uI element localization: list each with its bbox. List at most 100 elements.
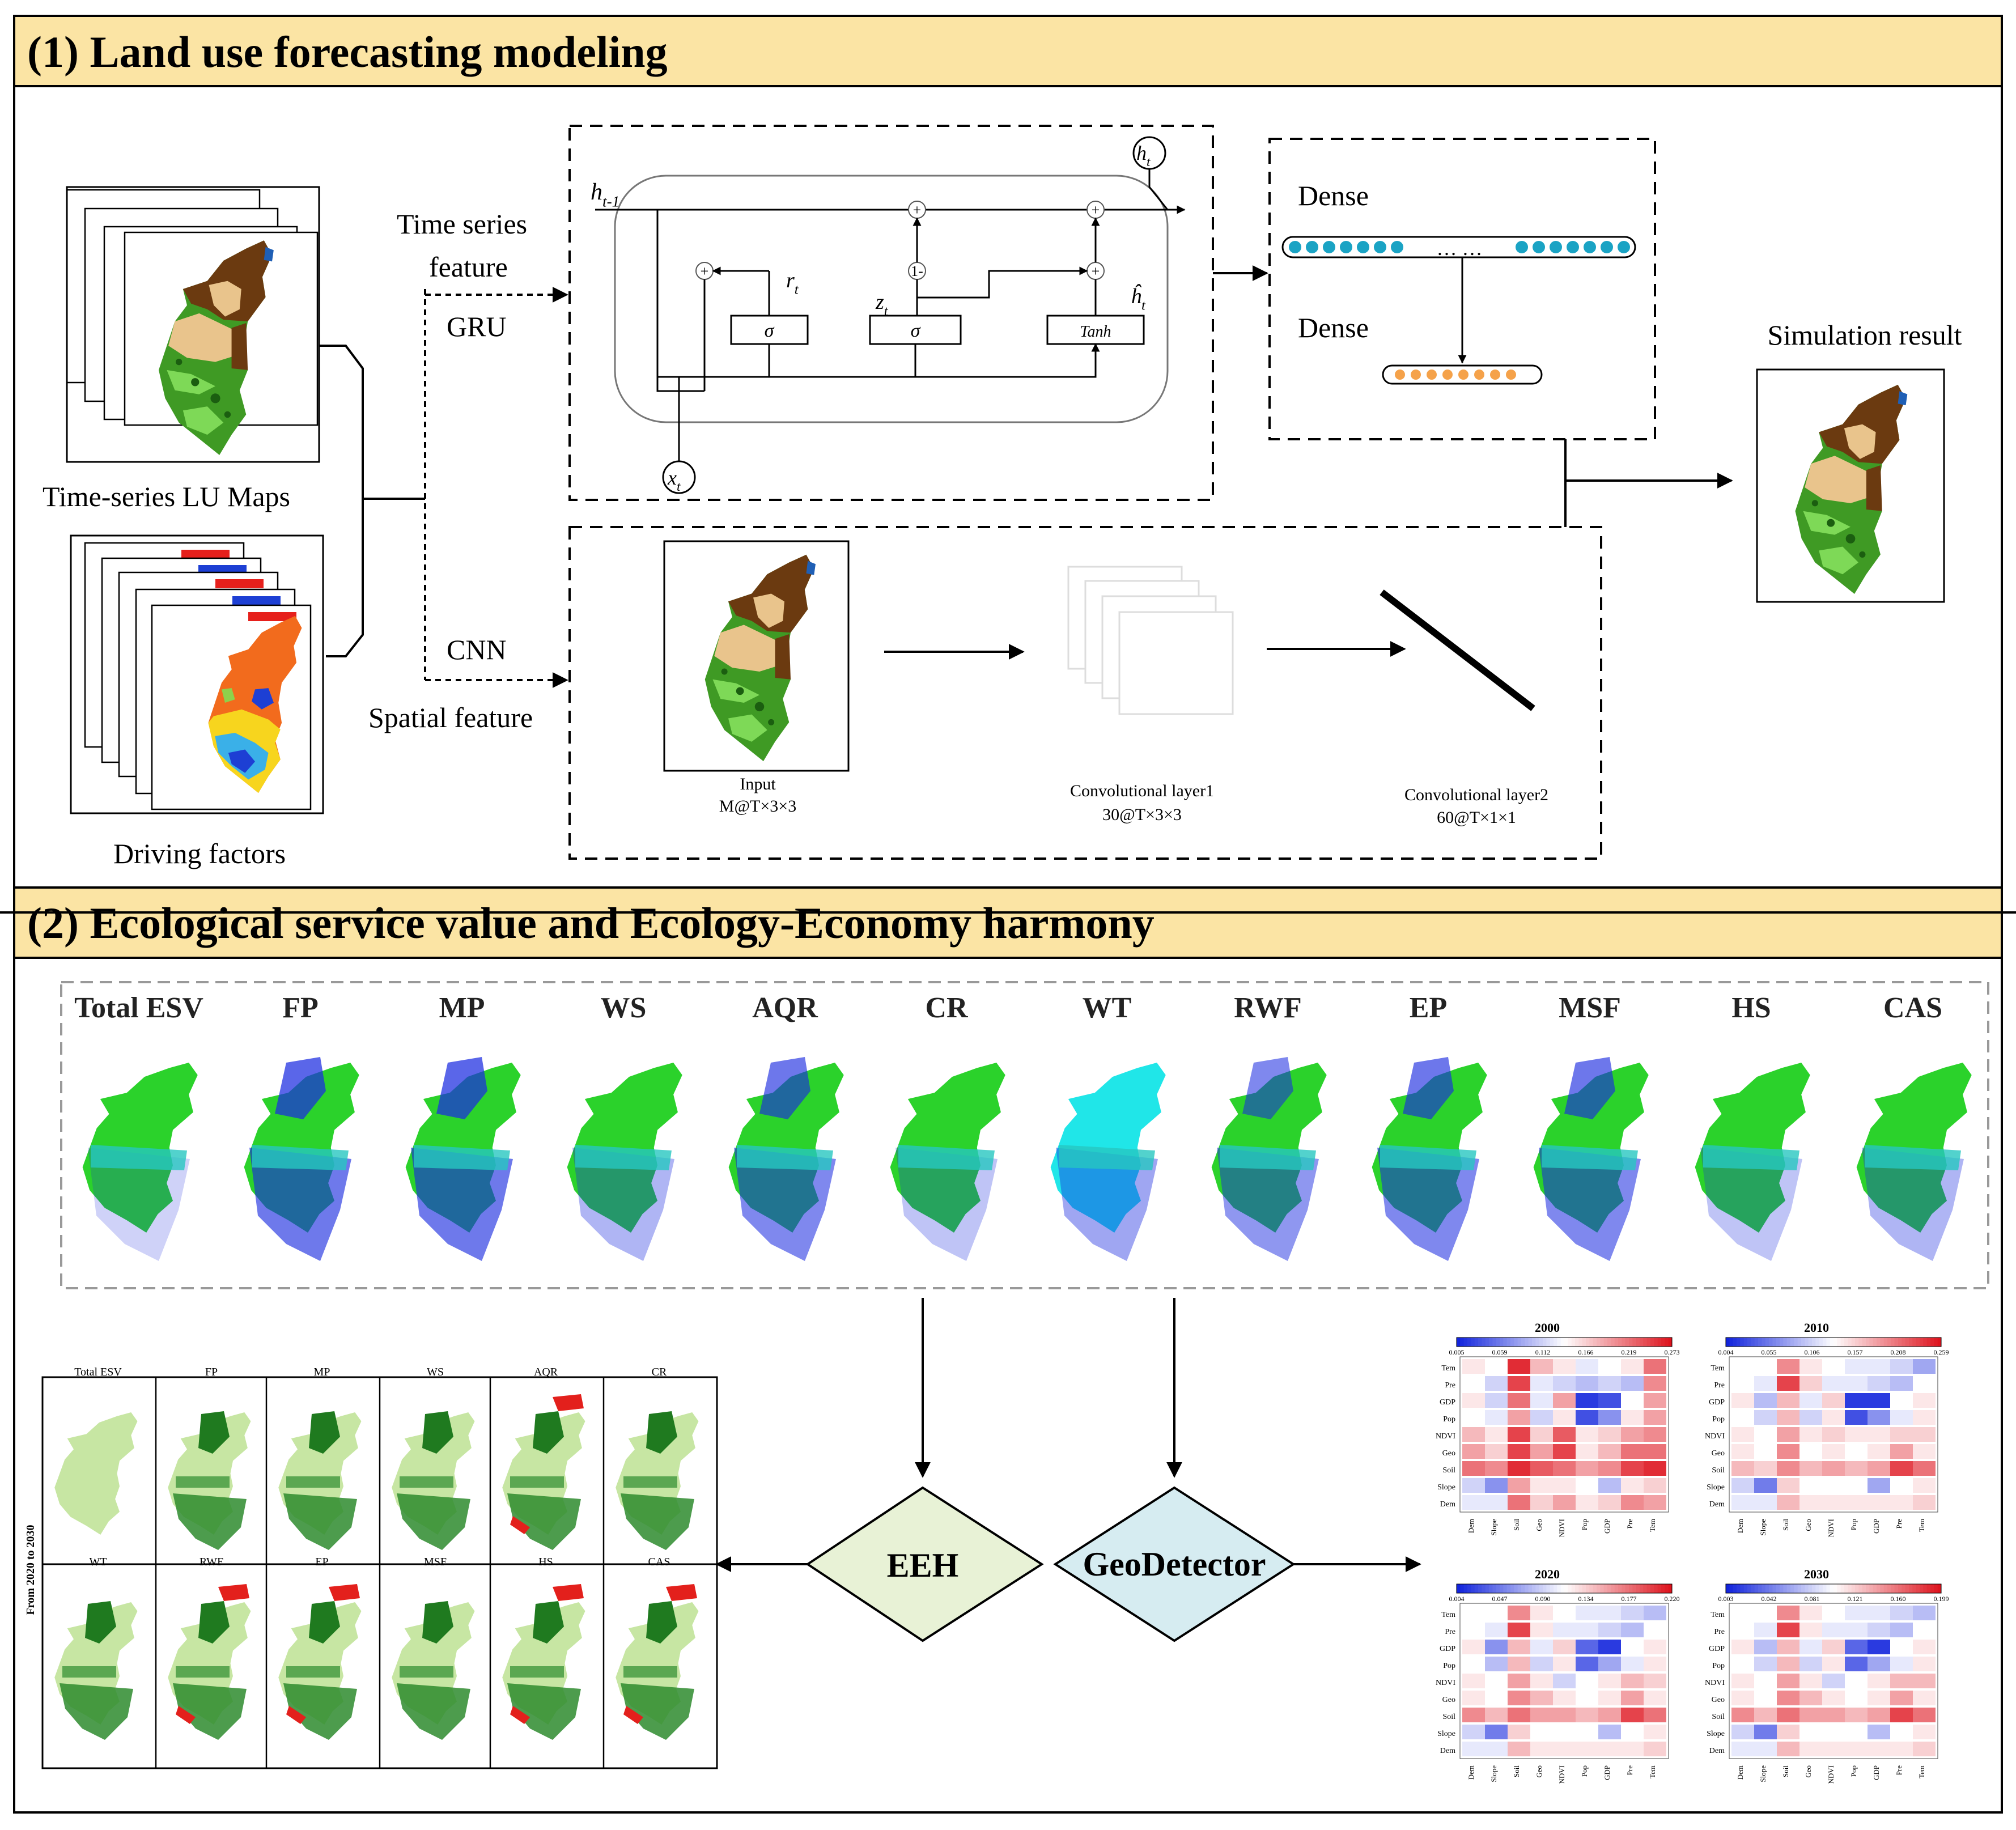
heatmap-cell [1553, 1742, 1576, 1756]
colorbar-segment [1758, 1338, 1762, 1347]
esv-map-mp: MP [405, 992, 521, 1261]
small-map-dark-patch [422, 1601, 453, 1644]
cnn-label: CNN [447, 634, 507, 665]
heatmap-cell [1644, 1495, 1666, 1510]
colorbar-segment [1597, 1338, 1601, 1347]
colorbar-segment [1866, 1338, 1870, 1347]
esv-dashed-box [60, 981, 1989, 1289]
heatmap-cell [1777, 1461, 1799, 1476]
esv-upper-blue [1403, 1057, 1454, 1119]
colorbar-segment [1514, 1338, 1518, 1347]
heatmap-cell [1754, 1376, 1777, 1391]
heatmap-cell [1868, 1640, 1890, 1654]
heatmap-cell [1731, 1742, 1754, 1756]
heatmap-cell [1598, 1478, 1621, 1493]
heatmap-cell [1485, 1359, 1508, 1374]
heatmap-cell [1777, 1691, 1799, 1705]
heatmap-cell [1598, 1657, 1621, 1671]
heatmap-cell [1799, 1640, 1822, 1654]
h-out-link [1148, 169, 1169, 210]
esv-upper-blue [759, 1057, 810, 1119]
heatmap-cell [1621, 1640, 1644, 1654]
colorbar-segment [1844, 1338, 1848, 1347]
colorbar-segment [1898, 1584, 1902, 1593]
colorbar-segment [1532, 1338, 1536, 1347]
colorbar-segment [1632, 1584, 1637, 1593]
colorbar-segment [1923, 1338, 1928, 1347]
heatmap-cell [1598, 1359, 1621, 1374]
heatmap-cell [1845, 1691, 1868, 1705]
heatmap-row-label: GDP [1709, 1645, 1725, 1653]
colorbar-segment [1482, 1338, 1486, 1347]
dense-layer-1 [1281, 236, 1636, 258]
colorbar-segment [1840, 1338, 1845, 1347]
heatmap-cell [1485, 1640, 1508, 1654]
heatmap-cell [1462, 1742, 1485, 1756]
esv-teal-band [575, 1145, 672, 1170]
colorbar-segment [1603, 1338, 1608, 1347]
heatmap-cell [1799, 1725, 1822, 1739]
colorbar-segment [1625, 1584, 1629, 1593]
heatmap-col-label: Soil [1512, 1519, 1521, 1531]
colorbar-segment [1503, 1584, 1508, 1593]
heatmap-row-label: Pre [1445, 1628, 1455, 1636]
heatmap-cell [1845, 1427, 1868, 1442]
heatmap-cell [1754, 1708, 1777, 1722]
dense-label-1: Dense [1298, 180, 1369, 211]
simulation-result-label: Simulation result [1767, 319, 1962, 351]
heatmap-cell [1845, 1657, 1868, 1671]
small-map-band [510, 1666, 564, 1678]
heatmap-cell [1777, 1640, 1799, 1654]
heatmap-cell [1553, 1495, 1576, 1510]
heatmap-cell [1462, 1691, 1485, 1705]
colorbar-segment [1786, 1584, 1791, 1593]
h-prev-label: ht-1 [591, 179, 619, 210]
heatmap-cell [1530, 1478, 1553, 1493]
colorbar-segment [1543, 1584, 1547, 1593]
dense1-node [1289, 241, 1301, 253]
heatmap-cell [1754, 1359, 1777, 1374]
heatmap-row-label: Slope [1707, 1483, 1725, 1492]
heatmap-col-label: Dem [1736, 1519, 1745, 1533]
heatmap-cell [1913, 1495, 1936, 1510]
colorbar-segment [1801, 1584, 1805, 1593]
heatmap-cell [1485, 1691, 1508, 1705]
colorbar-segment [1794, 1338, 1798, 1347]
heatmap-cell [1799, 1708, 1822, 1722]
heatmap-cell [1485, 1674, 1508, 1688]
heatmap-cell [1644, 1606, 1666, 1620]
heatmap-cell [1462, 1640, 1485, 1654]
heatmap-cell [1576, 1444, 1598, 1459]
heatmap-cell [1462, 1674, 1485, 1688]
small-map-lower-green [60, 1683, 133, 1740]
heatmap-cell [1822, 1427, 1845, 1442]
heatmap-col-label: Geo [1804, 1519, 1813, 1531]
heatmap-cell [1508, 1640, 1530, 1654]
colorbar-segment [1909, 1338, 1913, 1347]
colorbar-segment [1521, 1338, 1525, 1347]
heatmap-cell [1621, 1606, 1644, 1620]
heatmap-cell [1868, 1495, 1890, 1510]
small-map-label: CAS [648, 1556, 670, 1568]
heatmap-col-label: Tem [1648, 1765, 1657, 1778]
colorbar-segment [1812, 1338, 1816, 1347]
heatmap-cell [1644, 1393, 1666, 1408]
section1-header [15, 17, 2001, 86]
heatmap-cell [1754, 1444, 1777, 1459]
heatmap-cell [1754, 1427, 1777, 1442]
colorbar-segment [1751, 1338, 1755, 1347]
heatmap-cell [1731, 1427, 1754, 1442]
heatmap-cell [1845, 1359, 1868, 1374]
df-outer-frame [70, 534, 324, 814]
colorbar-segment [1665, 1338, 1669, 1347]
colorbar-segment [1851, 1338, 1856, 1347]
heatmap-cell [1845, 1640, 1868, 1654]
heatmap-cell [1822, 1657, 1845, 1671]
dense1-node [1601, 241, 1613, 253]
colorbar-segment [1805, 1584, 1809, 1593]
heatmap-cell [1598, 1708, 1621, 1722]
colorbar-segment [1546, 1338, 1551, 1347]
heatmap-cell [1621, 1674, 1644, 1688]
heatmap-cell [1553, 1376, 1576, 1391]
colorbar-segment [1837, 1338, 1841, 1347]
